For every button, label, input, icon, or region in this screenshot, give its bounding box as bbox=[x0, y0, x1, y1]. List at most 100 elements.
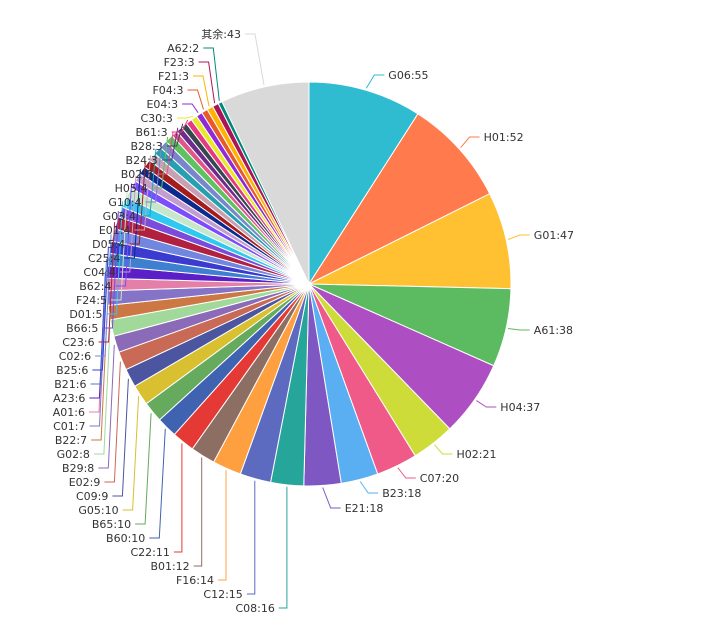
leader-line-b23 bbox=[359, 481, 379, 494]
slice-label-a01: A01:6 bbox=[53, 406, 85, 419]
slice-label-g03: G03:4 bbox=[103, 210, 136, 223]
leader-line-e02 bbox=[104, 361, 121, 483]
slice-label-c04: C04:4 bbox=[83, 266, 115, 279]
slice-label-b61: B61:3 bbox=[135, 126, 167, 139]
slice-label-b01: B01:12 bbox=[150, 560, 189, 573]
slice-label-f21: F21:3 bbox=[158, 70, 189, 83]
leader-line-b01 bbox=[193, 457, 203, 567]
leader-line-g05 bbox=[122, 396, 140, 511]
leader-line-c12 bbox=[246, 480, 256, 595]
leader-line-b66 bbox=[102, 211, 119, 329]
leader-line-b28 bbox=[166, 123, 184, 147]
slice-label-b24: B24:3 bbox=[126, 154, 158, 167]
slice-label-f16: F16:14 bbox=[176, 574, 214, 587]
slice-label-h01: H01:52 bbox=[484, 131, 524, 144]
slice-label-c02: C02:6 bbox=[59, 350, 91, 363]
slice-label-a23: A23:6 bbox=[53, 392, 85, 405]
slice-label-f24: F24:5 bbox=[76, 294, 107, 307]
leader-line-c25 bbox=[124, 169, 141, 259]
pie-slice-h01[interactable] bbox=[307, 113, 491, 286]
slice-label-b21: B21:6 bbox=[54, 378, 86, 391]
slice-label-c30: C30:3 bbox=[141, 112, 173, 125]
slice-label-c07: C07:20 bbox=[420, 472, 459, 485]
leader-line-b65 bbox=[135, 413, 152, 525]
leader-line-c08 bbox=[278, 486, 288, 609]
slice-label-b22: B22:7 bbox=[55, 434, 87, 447]
leader-line-f16 bbox=[218, 470, 227, 581]
leader-line-d01 bbox=[106, 201, 123, 315]
leader-line-b61 bbox=[171, 119, 189, 133]
slice-label-c22: C22:11 bbox=[131, 546, 170, 559]
pie-slice-g01[interactable] bbox=[308, 193, 512, 290]
leader-line-g03 bbox=[139, 149, 157, 217]
leader-line-f04 bbox=[187, 89, 204, 110]
slice-label-e21: E21:18 bbox=[345, 502, 384, 515]
leader-line-b62 bbox=[115, 183, 132, 287]
leader-line-h02 bbox=[434, 444, 453, 455]
slice-label-g05: G05:10 bbox=[78, 504, 118, 517]
leader-line-c22 bbox=[173, 443, 183, 553]
slice-label-g01: G01:47 bbox=[534, 229, 574, 242]
leader-line-a61 bbox=[508, 328, 530, 331]
leader-line-e01 bbox=[134, 155, 151, 231]
leader-line-h01 bbox=[460, 136, 480, 148]
slice-label-b62: B62:4 bbox=[79, 280, 111, 293]
slice-label-h02: H02:21 bbox=[457, 448, 497, 461]
slice-label-b02: B02:3 bbox=[121, 168, 153, 181]
slice-label-b23: B23:18 bbox=[382, 487, 421, 500]
leader-line-c07 bbox=[397, 467, 416, 479]
leader-line-c09 bbox=[112, 378, 129, 497]
leader-line-b29 bbox=[98, 344, 115, 469]
leader-line-g10 bbox=[145, 142, 163, 203]
slice-label-c12: C12:15 bbox=[203, 588, 242, 601]
slice-label-c01: C01:7 bbox=[53, 420, 85, 433]
slice-label-a61: A61:38 bbox=[534, 324, 573, 337]
leader-line-b24 bbox=[161, 127, 179, 161]
slice-label-b29: B29:8 bbox=[62, 462, 94, 475]
leader-line-other-50 bbox=[245, 33, 265, 86]
leader-line-b60 bbox=[149, 428, 166, 539]
leader-line-c02 bbox=[95, 234, 112, 357]
slice-label-c09: C09:9 bbox=[76, 490, 108, 503]
slice-label-g10: G10:4 bbox=[108, 196, 141, 209]
pie-slice-g06[interactable] bbox=[308, 81, 419, 286]
leader-line-h04 bbox=[476, 400, 497, 408]
slice-label-a62: A62:2 bbox=[167, 42, 199, 55]
leader-line-h05 bbox=[151, 136, 169, 189]
slice-label-f04: F04:3 bbox=[152, 84, 183, 97]
slice-label-b25: B25:6 bbox=[56, 364, 88, 377]
leader-line-f21 bbox=[193, 75, 210, 107]
leader-line-b25 bbox=[92, 246, 109, 371]
slice-label-b66: B66:5 bbox=[66, 322, 98, 335]
slice-label-d05: D05:4 bbox=[92, 238, 125, 251]
slice-label-f23: F23:3 bbox=[164, 56, 195, 69]
leader-line-g06 bbox=[365, 74, 385, 89]
slice-label-b65: B65:10 bbox=[92, 518, 131, 531]
slice-label-g02: G02:8 bbox=[57, 448, 90, 461]
leader-line-a62 bbox=[203, 47, 220, 101]
slice-label-h04: H04:37 bbox=[500, 401, 540, 414]
leader-line-d05 bbox=[129, 162, 146, 245]
slice-labels: G06:55 H01:52 G01:47 A61:38 H04:37 H02:21 C07:… bbox=[53, 27, 574, 615]
leader-line-c23 bbox=[98, 222, 116, 343]
leader-line-f23 bbox=[198, 61, 216, 104]
slice-label-e01: E01:4 bbox=[99, 224, 131, 237]
leader-line-b21 bbox=[90, 259, 107, 385]
leader-line-e04 bbox=[182, 103, 199, 113]
leader-line-g02 bbox=[93, 328, 111, 455]
pie-slice-other-50[interactable] bbox=[221, 81, 310, 285]
slice-label-e04: E04:3 bbox=[146, 98, 178, 111]
leader-line-f24 bbox=[111, 191, 128, 301]
leader-line-g01 bbox=[507, 234, 530, 240]
slice-label-c25: C25:4 bbox=[88, 252, 120, 265]
slice-label-g06: G06:55 bbox=[388, 69, 428, 82]
leader-line-c04 bbox=[119, 176, 137, 273]
label-leader-lines bbox=[89, 33, 530, 609]
slice-label-d01: D01:5 bbox=[69, 308, 102, 321]
slice-label-c23: C23:6 bbox=[62, 336, 94, 349]
leader-line-e21 bbox=[322, 487, 341, 509]
slice-label-h05: H05:4 bbox=[115, 182, 148, 195]
slice-label-c08: C08:16 bbox=[236, 602, 275, 615]
slice-label-other-50: 其余:43 bbox=[201, 27, 241, 41]
